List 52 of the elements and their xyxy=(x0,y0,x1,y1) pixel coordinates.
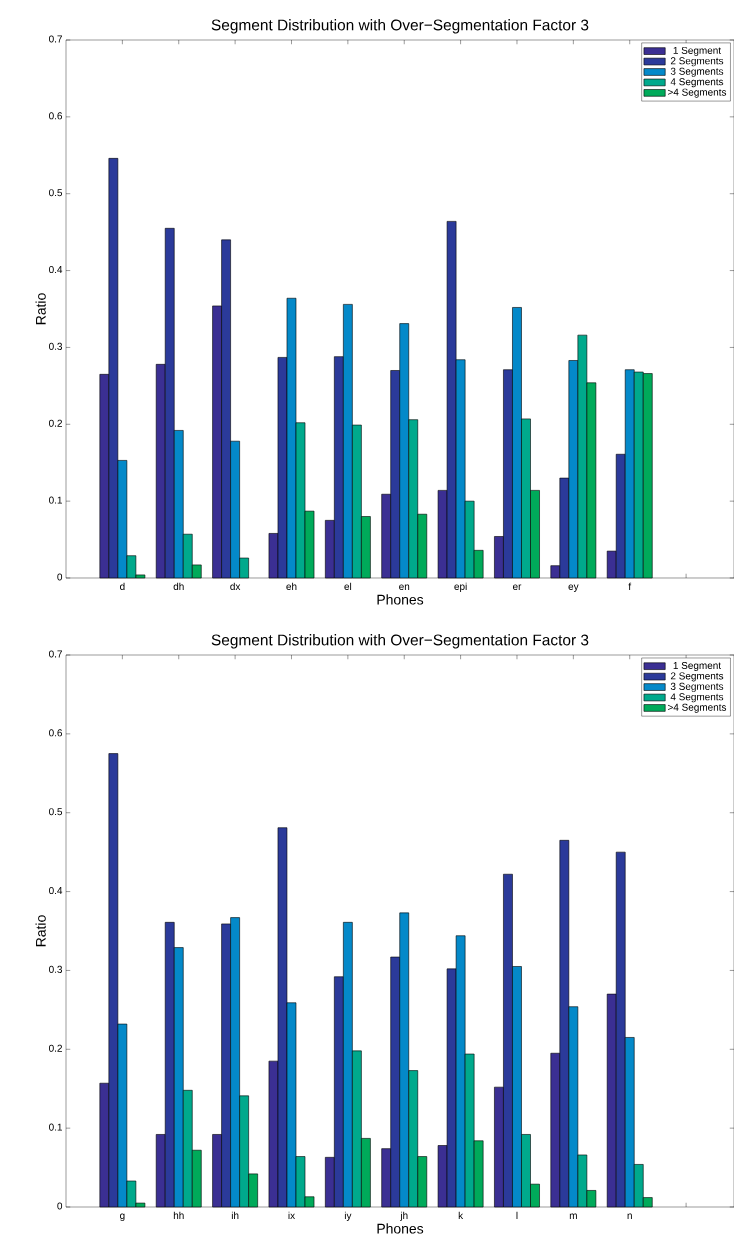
legend-label: 4 Segments xyxy=(670,78,724,88)
x-tick-label: el xyxy=(344,582,352,590)
y-tick-label: 0.4 xyxy=(49,266,63,274)
y-tick-label: 0.1 xyxy=(49,1123,62,1131)
chart-title: Segment Distribution with Over−Segmentation Factor 3 xyxy=(211,634,589,649)
x-tick-label: iy xyxy=(344,1211,352,1221)
x-tick-label: f xyxy=(628,582,632,590)
y-tick-label: 0.4 xyxy=(49,887,63,895)
y-tick-label: 0 xyxy=(57,573,63,581)
x-tick-label: er xyxy=(512,584,522,590)
y-tick-label: 0.1 xyxy=(49,496,62,504)
x-tick-label: k xyxy=(458,1211,464,1219)
y-tick-label: 0.7 xyxy=(49,650,62,658)
x-tick-label: hh xyxy=(173,1211,184,1219)
legend-label: >4 Segments xyxy=(667,703,727,713)
x-tick-label: ey xyxy=(568,584,579,592)
y-tick-label: 0 xyxy=(57,1202,63,1210)
x-tick-label: g xyxy=(120,1213,125,1221)
chart-title: Segment Distribution with Over−Segmentation Factor 3 xyxy=(211,19,589,34)
y-tick-label: 0.6 xyxy=(49,729,63,737)
x-axis-title: Phones xyxy=(377,1223,424,1234)
x-axis-title: Phones xyxy=(377,594,424,605)
x-tick-label: l xyxy=(516,1211,518,1219)
legend-label: 1 Segment xyxy=(673,46,721,56)
x-tick-label: ix xyxy=(288,1211,295,1219)
y-tick-label: 0.3 xyxy=(49,965,63,973)
y-tick-label: 0.5 xyxy=(49,189,63,197)
y-tick-label: 0.2 xyxy=(49,419,62,427)
x-tick-label: dh xyxy=(173,582,184,590)
x-tick-label: jh xyxy=(400,1211,408,1221)
legend-label: 1 Segment xyxy=(673,661,721,671)
x-tick-label: d xyxy=(120,582,125,590)
legend-label: 2 Segments xyxy=(670,57,724,67)
y-tick-label: 0.2 xyxy=(49,1044,62,1052)
legend-label: 2 Segments xyxy=(670,672,724,682)
x-tick-label: n xyxy=(627,1213,632,1219)
x-tick-label: eh xyxy=(286,582,297,590)
legend-label: 3 Segments xyxy=(670,682,724,692)
y-axis-title: Ratio xyxy=(35,293,46,325)
x-tick-label: m xyxy=(569,1213,577,1219)
legend-label: 4 Segments xyxy=(670,693,724,703)
legend-label: >4 Segments xyxy=(667,88,727,98)
x-tick-label: epi xyxy=(454,582,467,592)
y-tick-label: 0.7 xyxy=(49,35,62,43)
x-tick-label: dx xyxy=(230,582,241,590)
y-tick-label: 0.5 xyxy=(49,808,63,816)
x-tick-label: en xyxy=(399,584,410,590)
y-tick-label: 0.6 xyxy=(49,112,63,120)
y-tick-label: 0.3 xyxy=(49,342,63,350)
legend-label: 3 Segments xyxy=(670,67,724,77)
x-tick-label: ih xyxy=(231,1211,239,1219)
y-axis-title: Ratio xyxy=(35,915,46,947)
